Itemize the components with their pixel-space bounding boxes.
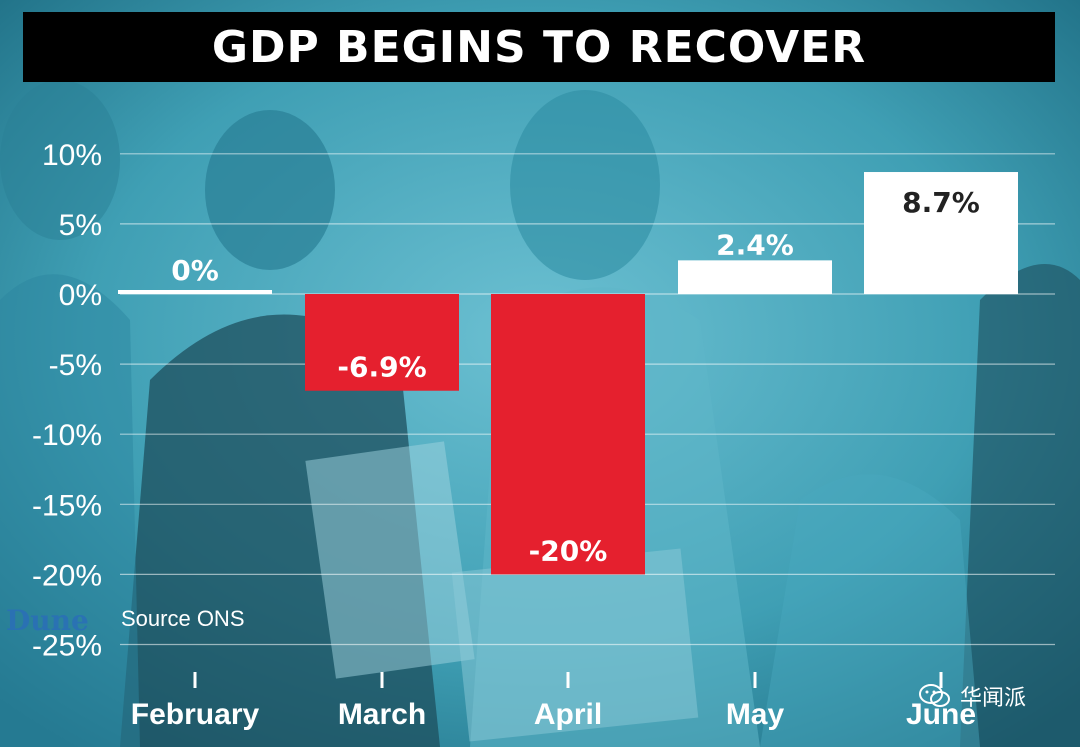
x-tick-label: June [906,698,976,731]
bar [118,290,272,294]
x-tick-label: March [338,698,426,731]
y-tick-label: 10% [42,139,102,172]
title-bar: GDP BEGINS TO RECOVER [23,12,1055,82]
chart-title: GDP BEGINS TO RECOVER [211,21,867,73]
y-tick-label: -5% [49,349,102,382]
y-tick-label: -25% [32,630,102,663]
x-tick-label: May [726,698,785,731]
y-tick-label: -20% [32,559,102,592]
y-tick-label: -15% [32,489,102,522]
source-label: Source ONS [121,606,245,631]
x-tick-label: April [534,698,602,731]
bar [678,260,832,294]
bar [305,294,459,391]
y-tick-label: 0% [59,279,102,312]
watermark-text: 华闻派 [960,686,1027,711]
watermark: 华闻派 [918,680,1026,712]
value-label: 8.7% [902,186,980,219]
value-label: 2.4% [716,228,794,261]
y-tick-label: 5% [59,209,102,242]
x-tick-label: February [131,698,260,731]
background-logo: Dune [6,604,89,637]
y-tick-label: -10% [32,419,102,452]
value-label: -6.9% [337,351,426,384]
value-label: 0% [171,254,219,287]
value-label: -20% [529,534,608,567]
bar [491,294,645,575]
wechat-icon [919,684,950,707]
bar [864,172,1018,294]
